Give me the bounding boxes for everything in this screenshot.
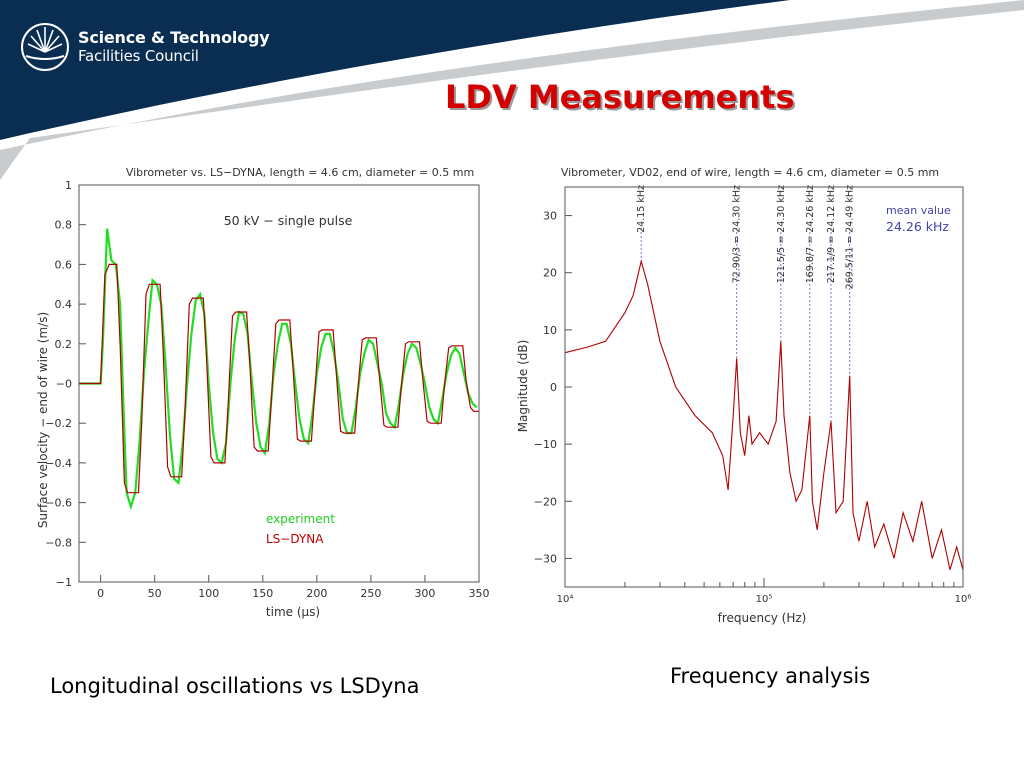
series-experiment [79,228,478,511]
peak-label: 269.5/11 = 24.49 kHz [845,185,856,289]
peak-label: 24.15 kHz [636,185,647,233]
x-tick-label: 200 [306,587,327,600]
y-tick-label: 0.2 [55,338,73,351]
frequency-chart: Vibrometer, VD02, end of wire, length = … [516,166,971,625]
mean-value-label: mean value [886,204,951,217]
chart-left-xlabel: time (μs) [266,605,320,619]
peak-label: 169.8/7 = 24.26 kHz [805,185,816,283]
sunburst-logo-icon [21,23,69,71]
x-tick-label: 100 [198,587,219,600]
logo-line-1: Science & Technology [78,28,270,47]
chart-left-frame [78,184,480,583]
stfc-logo: Science & Technology Facilities Council [20,22,270,72]
y-tick-label: 0 [550,381,557,394]
caption-right: Frequency analysis [670,664,871,688]
y-tick-label: −0.8 [45,536,72,549]
x-tick-label: 10⁵ [756,594,773,605]
y-tick-label: −0.2 [45,417,72,430]
time-series-chart: Vibrometer vs. LS−DYNA, length = 4.6 cm,… [36,166,490,619]
mean-value-number: 24.26 kHz [886,219,949,234]
peak-label: 72.90/3 = 24.30 kHz [732,185,743,283]
x-tick-label: 50 [148,587,162,600]
logo-line-2: Facilities Council [78,47,199,65]
x-tick-label: 10⁴ [557,594,574,605]
y-tick-label: 0.6 [55,258,73,271]
series-magnitude [564,259,964,571]
y-tick-label: 0.8 [55,219,73,232]
chart-right-title: Vibrometer, VD02, end of wire, length = … [561,166,939,179]
x-tick-label: 250 [360,587,381,600]
chart-right-frame [564,186,964,588]
y-tick-label: −0.6 [45,497,72,510]
y-tick-label: −1 [56,576,72,589]
header-banner [0,0,1024,180]
x-tick-label: 350 [469,587,490,600]
chart-right-ylabel: Magnitude (dB) [516,340,530,433]
chart-left-ylabel: Surface velocity − end of wire (m/s) [36,312,50,528]
chart-left-annotation: 50 kV − single pulse [224,213,353,228]
x-tick-label: 300 [414,587,435,600]
chart-right-xlabel: frequency (Hz) [718,611,807,625]
y-tick-label: −20 [534,495,557,508]
x-tick-label: 10⁶ [955,594,972,605]
x-tick-label: 150 [252,587,273,600]
y-tick-label: 1 [65,179,72,192]
banner-background [0,0,790,140]
peak-label: 121.5/5 = 24.30 kHz [776,185,787,283]
legend-experiment: experiment [266,512,335,526]
banner-swoosh [0,0,1024,180]
caption-left: Longitudinal oscillations vs LSDyna [50,674,420,698]
legend-ls-dyna: LS−DYNA [266,532,324,546]
chart-left-title: Vibrometer vs. LS−DYNA, length = 4.6 cm,… [126,166,474,179]
y-tick-label: −30 [534,552,557,565]
slide-title: LDV Measurements [445,78,795,116]
y-tick-label: −0 [56,378,72,391]
y-tick-label: 20 [543,267,557,280]
y-tick-label: 30 [543,210,557,223]
peak-label: 217.1/9 = 24.12 kHz [826,185,837,283]
y-tick-label: −10 [534,438,557,451]
x-tick-label: 0 [97,587,104,600]
y-tick-label: −0.4 [45,457,72,470]
series-ls-dyna [79,263,479,494]
y-tick-label: 10 [543,324,557,337]
y-tick-label: 0.4 [55,298,73,311]
